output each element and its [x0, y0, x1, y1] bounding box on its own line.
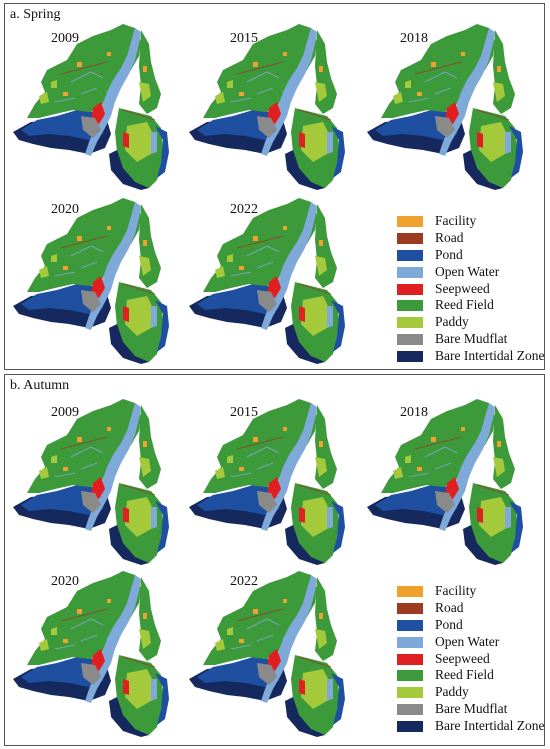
legend-swatch [397, 586, 423, 597]
legend-swatch [397, 602, 423, 614]
land-cover-map [11, 397, 171, 565]
land-cover-map [11, 196, 171, 364]
map-year-label: 2015 [230, 405, 258, 420]
map-year-label: 2022 [230, 202, 258, 217]
legend-swatch [397, 249, 423, 261]
land-cover-map [187, 196, 347, 364]
legend-swatch [397, 300, 423, 312]
land-cover-map [365, 22, 525, 190]
autumn-panel: b. Autumn 2009 2015 2018 2020 2022 Facil… [4, 374, 545, 746]
land-cover-map [11, 569, 171, 737]
map-year-label: 2018 [400, 31, 428, 46]
land-cover-map [187, 22, 347, 190]
legend-swatch [397, 283, 423, 295]
map-year-label: 2009 [51, 31, 79, 46]
legend-swatch [397, 317, 423, 329]
map-year-label: 2018 [400, 405, 428, 420]
map-year-label: 2020 [51, 574, 79, 589]
land-cover-map [365, 397, 525, 565]
legend-swatch [397, 334, 423, 346]
panel-title-autumn: b. Autumn [10, 378, 70, 393]
legend-swatch [397, 687, 423, 699]
map-year-label: 2009 [51, 405, 79, 420]
legend-swatch [397, 619, 423, 631]
land-cover-map [11, 22, 171, 190]
map-year-label: 2020 [51, 202, 79, 217]
legend-swatch [397, 351, 423, 363]
legend-swatch [397, 721, 423, 733]
legend-swatch [397, 232, 423, 244]
land-cover-map [187, 569, 347, 737]
legend-swatch [397, 653, 423, 665]
land-cover-map [187, 397, 347, 565]
legend-swatch [397, 636, 423, 648]
panel-title-spring: a. Spring [10, 7, 61, 22]
legend-swatch [397, 704, 423, 716]
legend-swatch [397, 216, 423, 227]
map-year-label: 2022 [230, 574, 258, 589]
spring-panel: a. Spring 2009 2015 2018 2020 2022 Facil… [4, 3, 545, 370]
legend-swatch [397, 266, 423, 278]
legend-swatch [397, 670, 423, 682]
map-year-label: 2015 [230, 31, 258, 46]
